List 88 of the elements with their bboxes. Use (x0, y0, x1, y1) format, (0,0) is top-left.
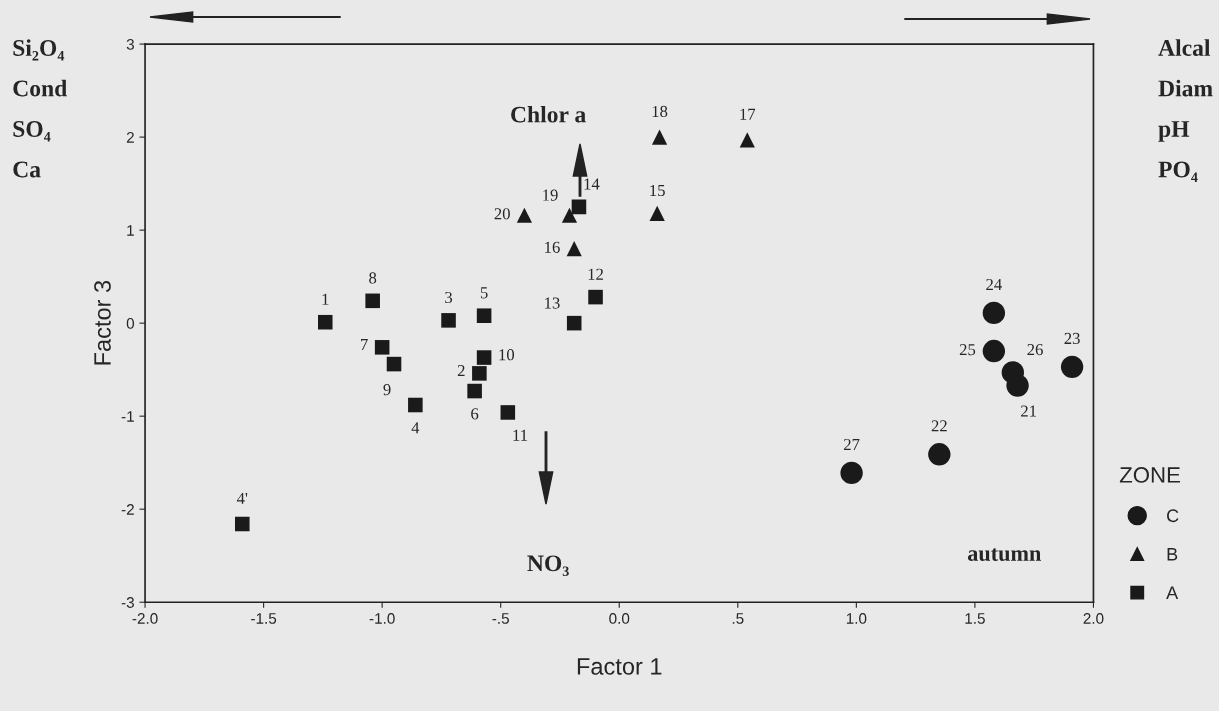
annotation: autumn (967, 548, 1042, 561)
point (928, 443, 951, 466)
point (561, 207, 578, 223)
annotation: 18 (652, 105, 668, 118)
point (840, 461, 863, 485)
point (317, 314, 333, 330)
point (234, 516, 250, 532)
annotation: 21 (1021, 405, 1037, 417)
text: PO₄ (1158, 161, 1198, 182)
point (476, 308, 492, 323)
annotation: Chlor a (511, 105, 586, 123)
x-tick-label: 1.5 (965, 613, 985, 624)
x-axis-title: Factor 1 (577, 658, 662, 675)
annotation: 15 (650, 184, 665, 197)
annotation: 12 (588, 268, 603, 280)
point (1001, 361, 1025, 384)
x-tick-label: 2.0 (1083, 613, 1104, 624)
text: pH (1158, 121, 1190, 142)
point (649, 205, 665, 221)
legend-title: ZONE (1119, 467, 1180, 483)
point (739, 132, 755, 148)
text: Alcal (1158, 39, 1211, 56)
y-tick-label: 0 (126, 318, 135, 329)
x-tick-label: 1.0 (846, 613, 867, 624)
point (467, 383, 482, 399)
annotation: 25 (959, 344, 976, 356)
annotation: 20 (494, 208, 510, 220)
x-tick-label: -1.0 (369, 613, 395, 624)
annotation: 24 (986, 278, 1002, 290)
annotation: 1 (322, 293, 329, 305)
text: Si₂O₄ (13, 39, 65, 61)
point (982, 301, 1006, 325)
text: SO₄ (13, 121, 51, 142)
point (588, 289, 603, 305)
point (476, 350, 492, 365)
y-tick-label: 3 (126, 38, 134, 50)
y-axis-title: Factor 3 (94, 280, 111, 365)
point (566, 241, 582, 257)
point (571, 199, 587, 215)
y-tick-label: -2 (121, 504, 134, 515)
point (500, 405, 516, 420)
annotation: 7 (361, 339, 368, 350)
text: Cond (13, 79, 68, 97)
point (982, 339, 1006, 363)
point (516, 207, 533, 223)
annotation: 2 (457, 364, 465, 376)
x-tick-label: 0.0 (609, 613, 630, 624)
y-tick-label: 1 (127, 225, 134, 236)
annotation: 23 (1064, 332, 1080, 345)
legend-label: A (1166, 586, 1179, 599)
annotation: 10 (499, 349, 515, 361)
annotation: NO₃ (527, 555, 569, 576)
point (472, 366, 487, 381)
annotation: 11 (513, 429, 528, 441)
x-tick-label: -.5 (492, 613, 509, 624)
annotation: 4' (236, 492, 248, 504)
x-tick-label: .5 (732, 613, 744, 624)
text: Diam (1158, 79, 1213, 97)
annotation: 13 (545, 297, 560, 309)
y-tick-label: -1 (121, 411, 134, 422)
annotation: 22 (931, 420, 947, 432)
point (651, 129, 668, 145)
point (408, 397, 423, 413)
annotation: 14 (584, 178, 600, 190)
annotation: 5 (480, 287, 488, 299)
point (386, 356, 402, 372)
annotation: 6 (471, 408, 479, 420)
annotation: 9 (383, 384, 391, 396)
annotation: 17 (740, 108, 756, 120)
annotation: 16 (545, 241, 560, 253)
point (365, 293, 380, 309)
y-tick-label: 2 (126, 131, 134, 143)
annotation: 26 (1027, 343, 1043, 356)
y-tick-label: -3 (121, 597, 134, 608)
annotation: 8 (369, 272, 377, 284)
point (441, 313, 456, 328)
legend-label: C (1167, 509, 1179, 523)
annotation: 27 (844, 438, 860, 450)
x-tick-label: -1.5 (251, 613, 277, 624)
x-tick-label: -2.0 (132, 613, 158, 624)
point (374, 340, 390, 355)
text: Ca (13, 161, 41, 178)
legend-label: B (1167, 548, 1178, 561)
annotation: 4 (411, 422, 420, 434)
point (1060, 355, 1084, 379)
annotation: 19 (543, 189, 558, 201)
point (566, 315, 582, 331)
annotation: 3 (445, 291, 453, 304)
